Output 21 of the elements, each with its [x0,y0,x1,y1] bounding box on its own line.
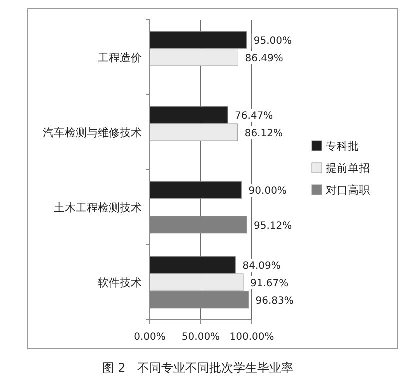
y-tick-label: 汽车检测与维修技术 [43,126,142,140]
caption: 图 2 不同专业不同批次学生毕业率 [102,361,294,375]
data-label: 95.00% [254,36,292,48]
x-tick-label: 100.00% [230,332,274,343]
data-label: 90.00% [248,186,287,198]
legend-label: 专科批 [326,140,359,153]
legend-label: 对口高职 [326,184,370,197]
legend-label: 提前单招 [326,162,370,175]
data-label: 91.67% [250,278,289,290]
data-label: 86.12% [244,128,283,140]
data-label: 86.49% [245,54,284,64]
y-tick-label: 软件技术 [98,276,142,290]
bar [150,181,242,199]
x-tick-label: 0.00% [134,332,166,343]
data-label: 76.47% [235,111,274,122]
data-label: 84.09% [242,261,281,272]
y-tick-label: 工程造价 [98,52,142,64]
data-label: 96.83% [256,296,294,307]
data-label: 95.12% [254,220,292,232]
x-tick-label: 50.00% [182,332,220,343]
y-tick-label: 土木工程检测技术 [54,202,142,214]
